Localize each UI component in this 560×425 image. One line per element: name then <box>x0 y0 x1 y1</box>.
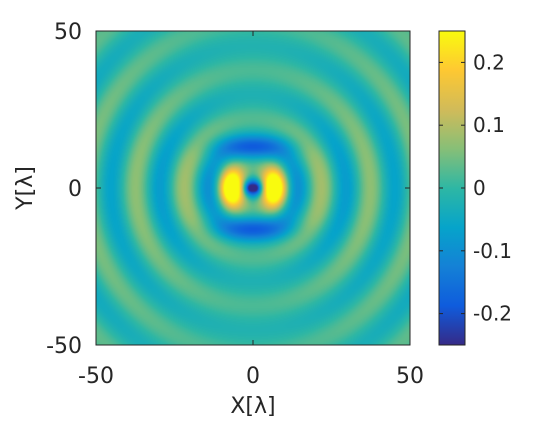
colorbar-ticks: 0.2 0.1 0 -0.1 -0.2 <box>439 50 512 326</box>
y-tick-label: 50 <box>54 20 82 45</box>
colorbar-tick-label: 0.1 <box>473 113 505 137</box>
colorbar: 0.2 0.1 0 -0.1 -0.2 <box>438 30 512 346</box>
colorbar-tick-label: -0.1 <box>473 239 512 263</box>
x-axis-title: X[λ] <box>230 394 275 419</box>
y-axis-title: Y[λ] <box>13 166 38 211</box>
colorbar-tick-label: 0.2 <box>473 50 505 74</box>
heatmap-image <box>96 31 410 345</box>
colorbar-gradient <box>438 30 466 346</box>
y-axis: 50 0 -50 <box>46 20 410 359</box>
x-axis: -50 0 50 <box>78 31 424 389</box>
x-tick-label: 50 <box>396 364 424 389</box>
y-tick-label: 0 <box>68 177 82 202</box>
x-tick-label: -50 <box>78 364 114 389</box>
colorbar-tick-label: 0 <box>473 176 486 200</box>
x-tick-label: 0 <box>246 364 260 389</box>
y-tick-label: -50 <box>46 334 82 359</box>
colorbar-tick-label: -0.2 <box>473 302 512 326</box>
